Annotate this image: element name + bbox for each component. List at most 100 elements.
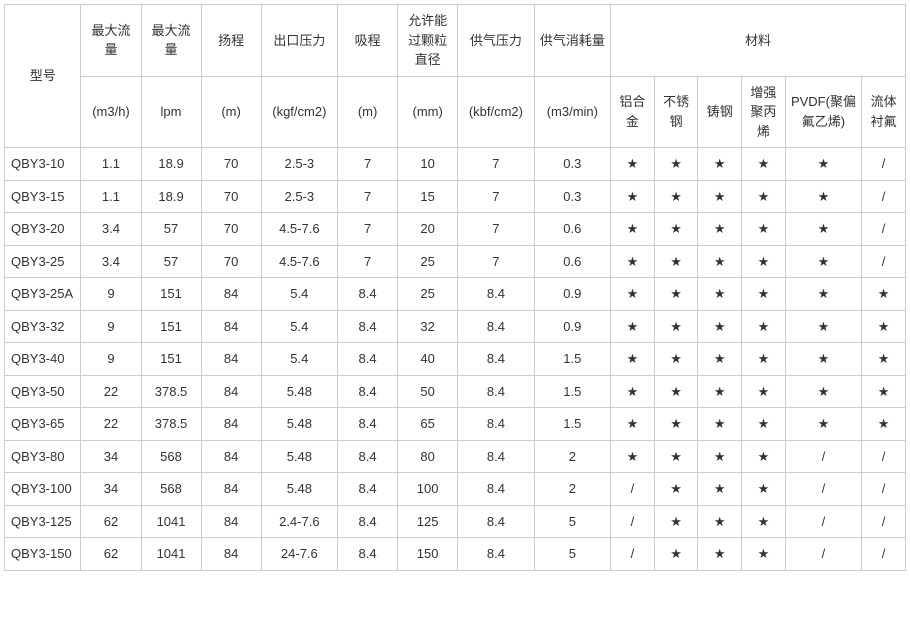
cell-m5: / bbox=[785, 440, 861, 473]
cell-m2: ★ bbox=[654, 245, 698, 278]
cell-m3: ★ bbox=[698, 440, 742, 473]
table-row: QBY3-8034568845.488.4808.42★★★★// bbox=[5, 440, 906, 473]
cell-s: 8.4 bbox=[338, 278, 398, 311]
cell-s: 8.4 bbox=[338, 538, 398, 571]
cell-h: 70 bbox=[201, 180, 261, 213]
cell-m2: ★ bbox=[654, 473, 698, 506]
cell-ap: 8.4 bbox=[458, 538, 534, 571]
hdr-mat2: 不锈钢 bbox=[654, 76, 698, 148]
cell-f2: 151 bbox=[141, 343, 201, 376]
cell-f2: 57 bbox=[141, 213, 201, 246]
cell-op: 2.4-7.6 bbox=[261, 505, 337, 538]
cell-model: QBY3-40 bbox=[5, 343, 81, 376]
cell-model: QBY3-65 bbox=[5, 408, 81, 441]
cell-s: 8.4 bbox=[338, 505, 398, 538]
cell-ap: 7 bbox=[458, 180, 534, 213]
cell-m3: ★ bbox=[698, 538, 742, 571]
cell-m1: ★ bbox=[611, 375, 655, 408]
cell-f1: 34 bbox=[81, 473, 141, 506]
unit-particle: (mm) bbox=[398, 76, 458, 148]
cell-m6: / bbox=[862, 245, 906, 278]
cell-ap: 8.4 bbox=[458, 473, 534, 506]
cell-m1: ★ bbox=[611, 278, 655, 311]
cell-m4: ★ bbox=[742, 278, 786, 311]
spec-table: 型号 最大流量 最大流量 扬程 出口压力 吸程 允许能过颗粒直径 供气压力 供气… bbox=[4, 4, 906, 571]
cell-m5: ★ bbox=[785, 375, 861, 408]
cell-f2: 18.9 bbox=[141, 180, 201, 213]
cell-f2: 568 bbox=[141, 440, 201, 473]
cell-m3: ★ bbox=[698, 408, 742, 441]
cell-m3: ★ bbox=[698, 310, 742, 343]
cell-f1: 62 bbox=[81, 505, 141, 538]
cell-m6: / bbox=[862, 505, 906, 538]
cell-f2: 151 bbox=[141, 310, 201, 343]
cell-s: 8.4 bbox=[338, 375, 398, 408]
cell-op: 2.5-3 bbox=[261, 148, 337, 181]
cell-s: 7 bbox=[338, 245, 398, 278]
cell-s: 7 bbox=[338, 148, 398, 181]
cell-s: 8.4 bbox=[338, 440, 398, 473]
cell-m1: ★ bbox=[611, 180, 655, 213]
cell-h: 84 bbox=[201, 505, 261, 538]
cell-m6: / bbox=[862, 538, 906, 571]
cell-m1: / bbox=[611, 505, 655, 538]
cell-m2: ★ bbox=[654, 505, 698, 538]
cell-op: 4.5-7.6 bbox=[261, 245, 337, 278]
cell-m5: ★ bbox=[785, 213, 861, 246]
cell-f1: 1.1 bbox=[81, 148, 141, 181]
cell-f2: 1041 bbox=[141, 538, 201, 571]
cell-h: 84 bbox=[201, 343, 261, 376]
cell-m1: ★ bbox=[611, 440, 655, 473]
cell-m2: ★ bbox=[654, 180, 698, 213]
cell-p: 32 bbox=[398, 310, 458, 343]
cell-s: 7 bbox=[338, 213, 398, 246]
cell-m1: ★ bbox=[611, 213, 655, 246]
cell-ap: 8.4 bbox=[458, 375, 534, 408]
cell-h: 84 bbox=[201, 310, 261, 343]
cell-model: QBY3-150 bbox=[5, 538, 81, 571]
cell-m5: / bbox=[785, 505, 861, 538]
hdr-mat1: 铝合金 bbox=[611, 76, 655, 148]
cell-m1: / bbox=[611, 538, 655, 571]
cell-m4: ★ bbox=[742, 538, 786, 571]
hdr-airpress: 供气压力 bbox=[458, 5, 534, 77]
cell-m2: ★ bbox=[654, 278, 698, 311]
cell-m5: ★ bbox=[785, 343, 861, 376]
cell-ac: 1.5 bbox=[534, 343, 610, 376]
cell-f2: 378.5 bbox=[141, 408, 201, 441]
table-row: QBY3-253.457704.5-7.672570.6★★★★★/ bbox=[5, 245, 906, 278]
cell-ac: 0.9 bbox=[534, 278, 610, 311]
cell-m4: ★ bbox=[742, 148, 786, 181]
table-row: QBY3-10034568845.488.41008.42/★★★// bbox=[5, 473, 906, 506]
cell-s: 8.4 bbox=[338, 310, 398, 343]
table-row: QBY3-329151845.48.4328.40.9★★★★★★ bbox=[5, 310, 906, 343]
cell-m4: ★ bbox=[742, 408, 786, 441]
cell-f1: 22 bbox=[81, 408, 141, 441]
cell-m3: ★ bbox=[698, 278, 742, 311]
cell-m2: ★ bbox=[654, 375, 698, 408]
cell-m5: ★ bbox=[785, 245, 861, 278]
hdr-model: 型号 bbox=[5, 5, 81, 148]
cell-m4: ★ bbox=[742, 213, 786, 246]
cell-m4: ★ bbox=[742, 310, 786, 343]
cell-op: 5.4 bbox=[261, 310, 337, 343]
cell-f2: 378.5 bbox=[141, 375, 201, 408]
cell-h: 84 bbox=[201, 278, 261, 311]
cell-m3: ★ bbox=[698, 473, 742, 506]
cell-m4: ★ bbox=[742, 375, 786, 408]
cell-p: 10 bbox=[398, 148, 458, 181]
cell-h: 84 bbox=[201, 440, 261, 473]
cell-m4: ★ bbox=[742, 245, 786, 278]
cell-model: QBY3-10 bbox=[5, 148, 81, 181]
cell-h: 84 bbox=[201, 473, 261, 506]
cell-f2: 151 bbox=[141, 278, 201, 311]
cell-p: 65 bbox=[398, 408, 458, 441]
cell-m1: / bbox=[611, 473, 655, 506]
hdr-maxflow1: 最大流量 bbox=[81, 5, 141, 77]
cell-ap: 8.4 bbox=[458, 408, 534, 441]
cell-m5: ★ bbox=[785, 310, 861, 343]
table-body: QBY3-101.118.9702.5-371070.3★★★★★/QBY3-1… bbox=[5, 148, 906, 571]
cell-model: QBY3-25 bbox=[5, 245, 81, 278]
cell-m1: ★ bbox=[611, 148, 655, 181]
cell-m2: ★ bbox=[654, 408, 698, 441]
